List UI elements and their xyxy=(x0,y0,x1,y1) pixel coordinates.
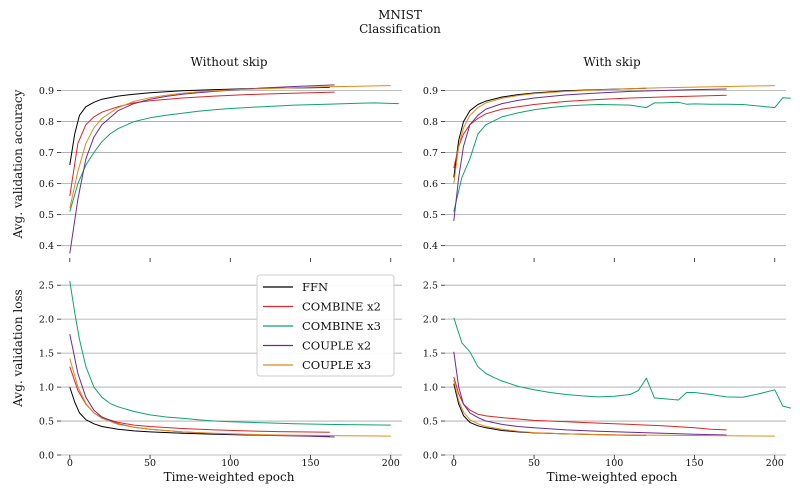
series-line-couple-x2 xyxy=(453,351,727,436)
y-tick-label: 1.0 xyxy=(39,383,54,394)
y-tick-label: 0.4 xyxy=(39,241,54,252)
x-tick-label: 150 xyxy=(301,458,319,469)
panel-accuracy-with-skip: 0.4 0.5 0.6 0.7 0.8 0.9 xyxy=(423,85,791,262)
series-line-couple-x2 xyxy=(69,84,335,254)
xlabel-left: Time-weighted epoch xyxy=(164,470,295,484)
y-tick-label: 0.6 xyxy=(39,179,54,190)
series-line-couple-x3 xyxy=(69,85,391,209)
x-tick-label: 0 xyxy=(451,458,457,469)
x-tick-label: 50 xyxy=(528,458,540,469)
y-tick-label: 0.7 xyxy=(423,148,438,159)
y-tick-label: 2.0 xyxy=(423,315,438,326)
x-tick-label: 50 xyxy=(144,458,156,469)
y-tick-label: 1.5 xyxy=(423,349,438,360)
y-tick-label: 0.9 xyxy=(423,86,438,97)
series-line-ffn xyxy=(453,87,647,178)
series-line-ffn xyxy=(69,86,330,166)
series-line-couple-x3 xyxy=(69,358,391,437)
y-tick-label: 2.5 xyxy=(39,281,54,292)
legend-label-couple-x3: COUPLE x3 xyxy=(302,358,371,372)
y-tick-label: 0.0 xyxy=(39,451,54,462)
y-tick-label: 0.5 xyxy=(39,210,54,221)
y-tick-label: 0.7 xyxy=(39,148,54,159)
series-line-couple-x3 xyxy=(453,380,775,437)
ylabel-accuracy: Avg. validation accuracy xyxy=(11,89,25,239)
panel-loss-without-skip: 0.0 0.5 1.0 1.5 2.0 2.5 0 50 100 150 200 xyxy=(39,281,402,469)
ylabel-loss: Avg. validation loss xyxy=(11,289,25,408)
y-tick-label: 1.5 xyxy=(39,349,54,360)
col-title-without-skip: Without skip xyxy=(190,55,267,69)
legend-label-ffn: FFN xyxy=(302,280,328,294)
y-tick-label: 0.8 xyxy=(39,117,54,128)
x-tick-label: 200 xyxy=(766,458,784,469)
legend-label-couple-x2: COUPLE x2 xyxy=(302,339,371,353)
x-tick-label: 100 xyxy=(605,458,623,469)
series-line-combine-x3 xyxy=(69,102,399,212)
figure-subtitle: Classification xyxy=(359,22,441,36)
series-line-combine-x3 xyxy=(453,97,791,212)
y-tick-label: 0.6 xyxy=(423,179,438,190)
legend-label-combine-x3: COMBINE x3 xyxy=(302,319,381,333)
series-line-ffn xyxy=(69,386,330,437)
x-tick-label: 200 xyxy=(382,458,400,469)
y-tick-label: 0.9 xyxy=(39,86,54,97)
xlabel-right: Time-weighted epoch xyxy=(547,470,678,484)
panel-accuracy-without-skip: 0.4 0.5 0.6 0.7 0.8 0.9 xyxy=(39,84,402,262)
x-tick-label: 150 xyxy=(685,458,703,469)
legend-frame xyxy=(256,274,395,377)
y-tick-label: 0.5 xyxy=(423,210,438,221)
y-tick-label: 2.0 xyxy=(39,315,54,326)
series-line-combine-x3 xyxy=(69,281,391,426)
legend-label-combine-x2: COMBINE x2 xyxy=(302,300,381,314)
y-tick-label: 0.8 xyxy=(423,117,438,128)
series-line-combine-x2 xyxy=(69,366,330,433)
y-tick-label: 1.0 xyxy=(423,383,438,394)
y-tick-label: 0.0 xyxy=(423,451,438,462)
y-tick-label: 2.5 xyxy=(423,281,438,292)
series-line-combine-x2 xyxy=(453,376,727,431)
series-line-couple-x2 xyxy=(453,88,727,221)
x-tick-label: 100 xyxy=(221,458,239,469)
legend: FFN COMBINE x2 COMBINE x3 COUPLE x2 COUPLE x… xyxy=(256,274,395,377)
y-tick-label: 0.4 xyxy=(423,241,438,252)
x-tick-label: 0 xyxy=(67,458,73,469)
series-line-combine-x2 xyxy=(453,94,727,169)
y-tick-label: 0.5 xyxy=(39,417,54,428)
figure-title: MNIST xyxy=(378,8,422,22)
series-line-combine-x3 xyxy=(453,317,791,409)
y-tick-label: 0.5 xyxy=(423,417,438,428)
series-line-ffn xyxy=(453,383,647,436)
panel-loss-with-skip: 0.0 0.5 1.0 1.5 2.0 2.5 0 50 100 150 200 xyxy=(423,281,791,469)
col-title-with-skip: With skip xyxy=(583,55,641,69)
series-line-couple-x3 xyxy=(453,85,775,184)
series-line-combine-x2 xyxy=(69,91,335,197)
